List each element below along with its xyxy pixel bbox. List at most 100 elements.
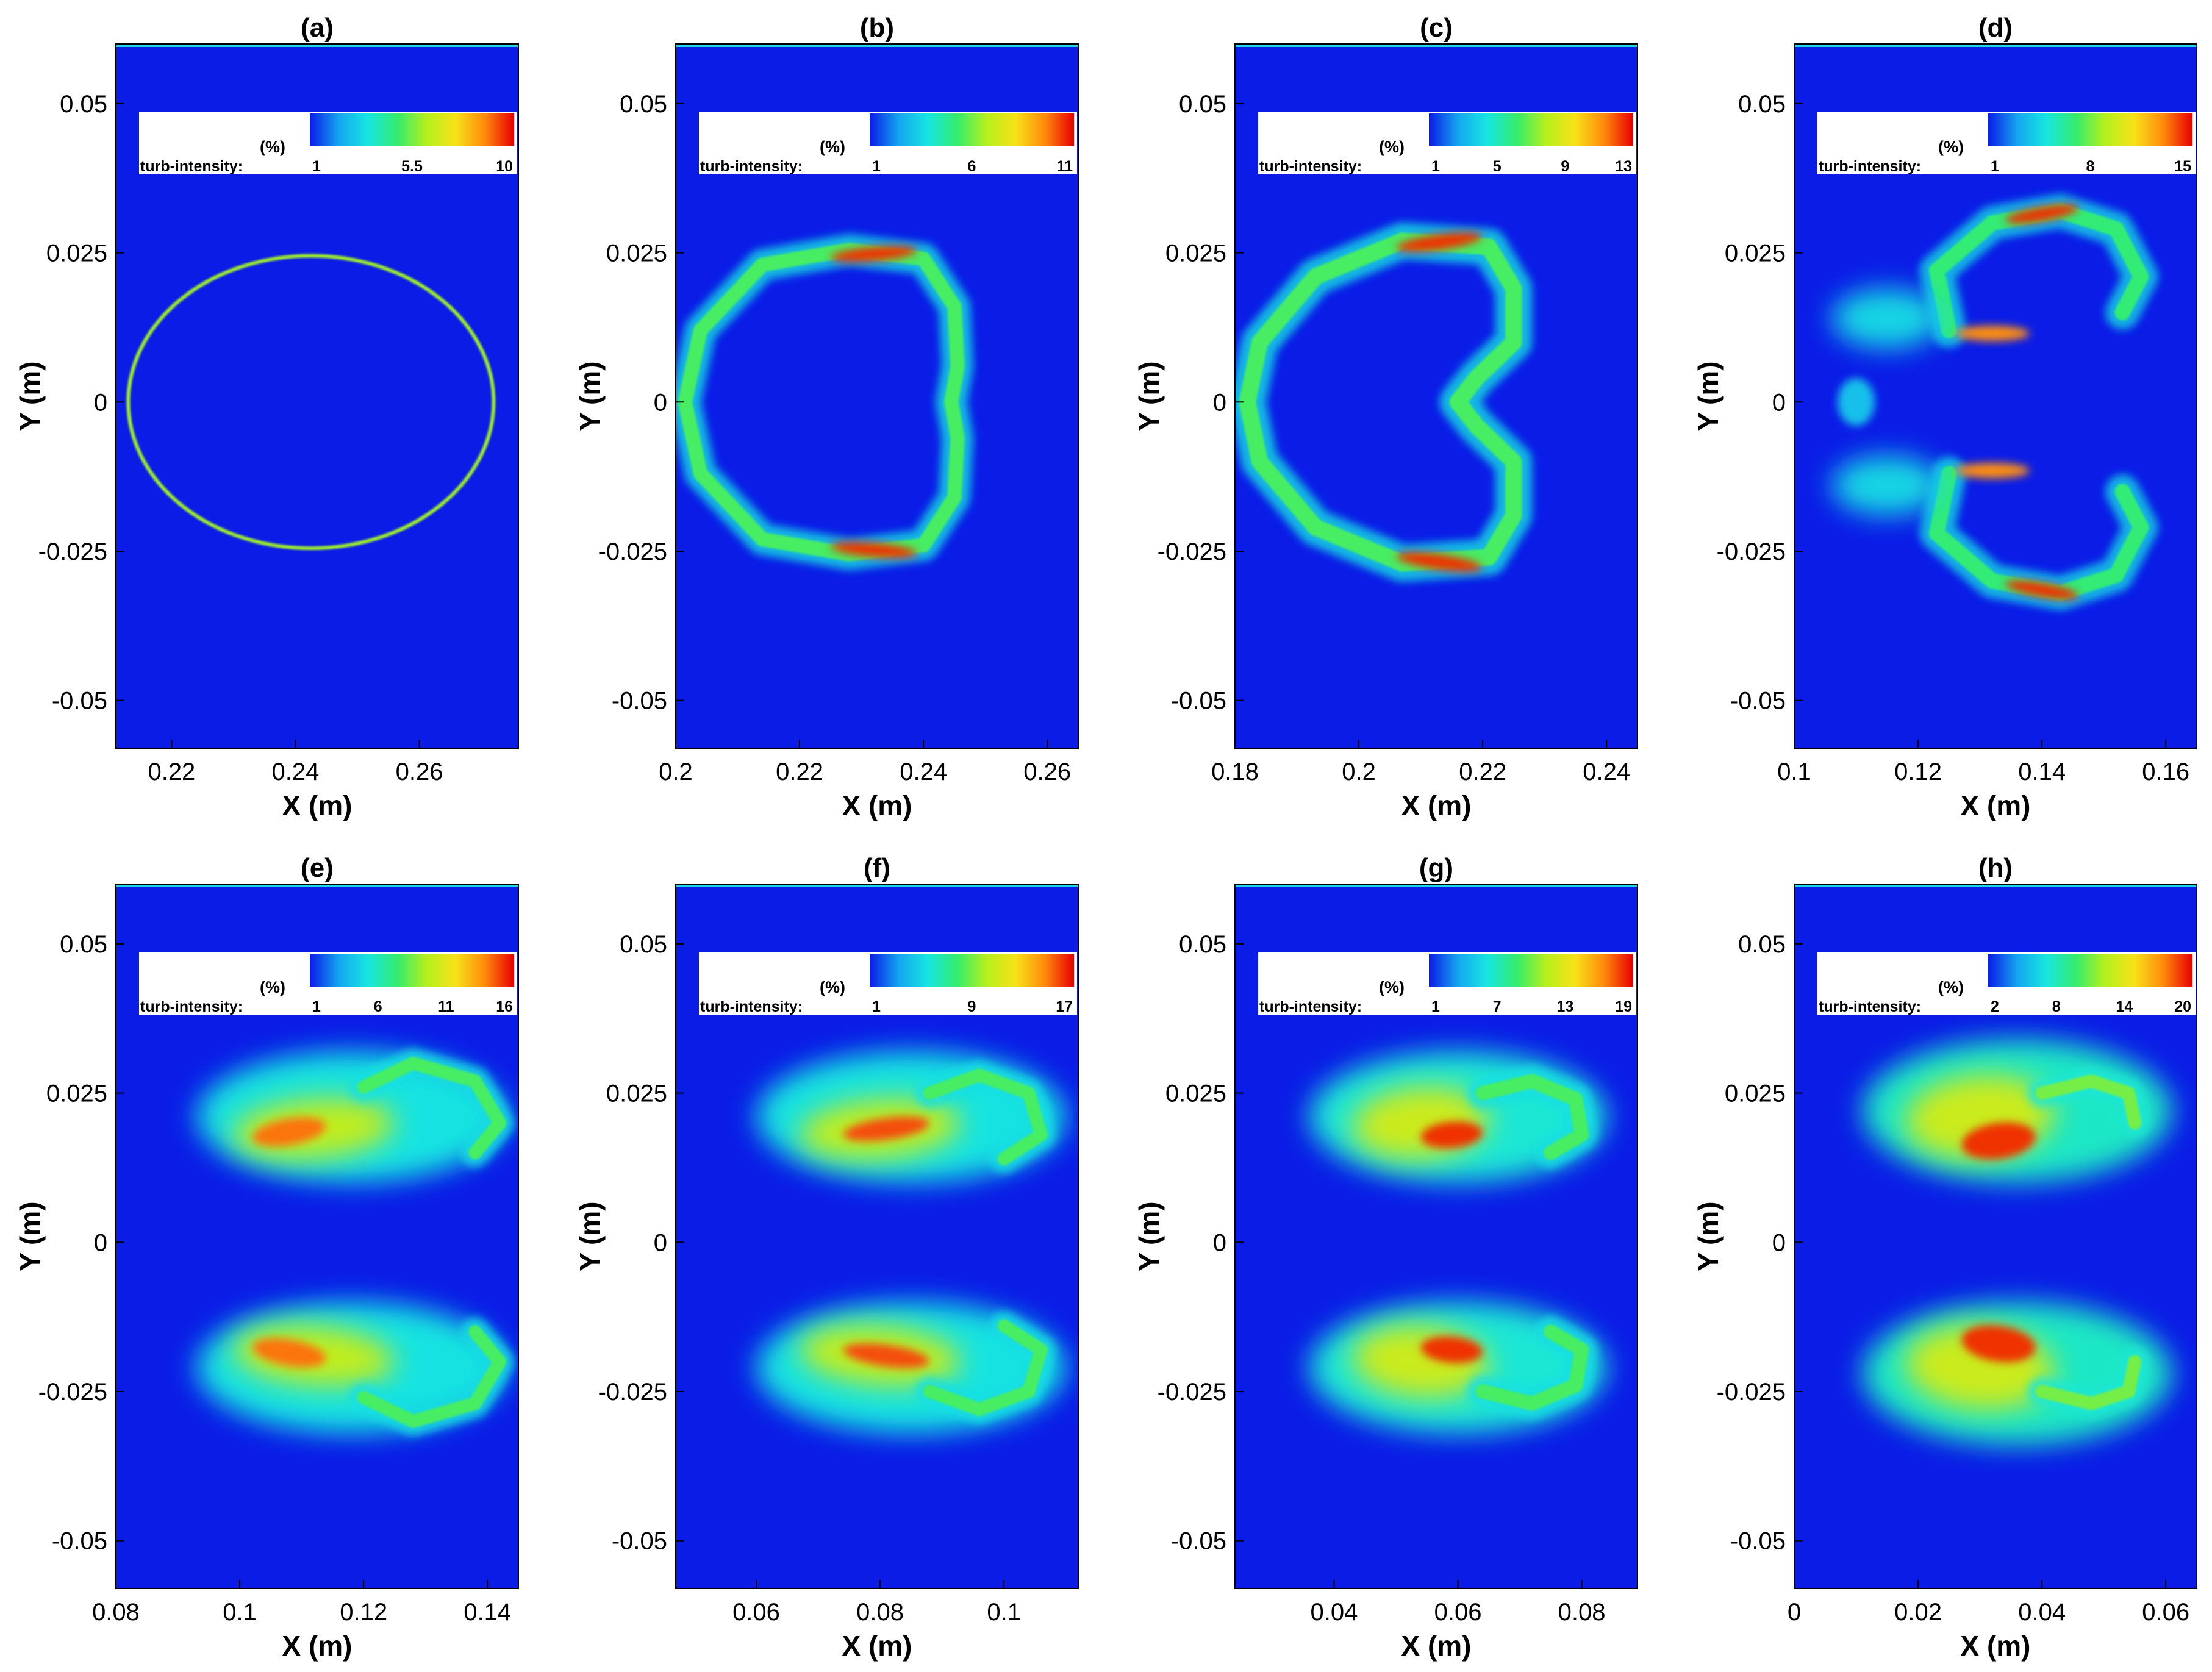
- y-tick-label: 0: [1213, 389, 1226, 416]
- x-axis-label: X (m): [1961, 1630, 2031, 1662]
- y-tick-label: -0.05: [612, 688, 667, 715]
- x-tick-label: 0.18: [1211, 759, 1259, 785]
- y-tick-label: -0.05: [52, 1528, 107, 1555]
- axes-frame: [115, 43, 519, 749]
- colorbar-tick-label: 13: [1556, 998, 1573, 1015]
- colorbar-tick-label: 1: [312, 998, 321, 1015]
- x-tick-label: 0.24: [272, 759, 320, 785]
- colorbar-tick-label: 1: [1431, 998, 1440, 1015]
- colorbar-tick-label: 17: [1056, 998, 1073, 1015]
- x-tick-label: 0.1: [223, 1599, 257, 1626]
- y-tick-label: 0.025: [606, 240, 667, 267]
- x-tick-label: 0.12: [340, 1599, 387, 1626]
- y-axis-label: Y (m): [14, 361, 46, 431]
- feature-blob: [252, 1117, 326, 1146]
- x-tick-label: 0.08: [1558, 1599, 1606, 1626]
- x-tick-label: 0.22: [776, 759, 823, 785]
- colorbar-gradient: [870, 113, 1074, 146]
- feature-ring: [126, 254, 496, 551]
- y-tick-label: 0: [1772, 389, 1786, 416]
- y-axis-label: Y (m): [1133, 1201, 1165, 1271]
- colorbar-tick-label: 6: [968, 158, 976, 175]
- x-tick-label: 0.08: [92, 1599, 140, 1626]
- y-tick-label: -0.025: [1158, 1379, 1226, 1406]
- colorbar-variable: turb-intensity:: [1819, 158, 1921, 175]
- x-axis-label: X (m): [1401, 1630, 1472, 1662]
- domain-boundary: [116, 884, 518, 887]
- feature-blob: [2005, 580, 2079, 600]
- colorbar-unit: (%): [1379, 138, 1405, 156]
- colorbar-variable: turb-intensity:: [700, 998, 803, 1015]
- y-tick-label: 0: [654, 389, 667, 416]
- y-tick-label: -0.025: [598, 1379, 667, 1406]
- colorbar-tick-label: 8: [2052, 998, 2061, 1015]
- y-tick-label: 0.025: [606, 1081, 667, 1107]
- domain-boundary: [1794, 884, 2197, 887]
- y-axis-label: Y (m): [1133, 361, 1165, 431]
- colorbar-tick-label: 2: [1991, 998, 1999, 1015]
- axes-frame: [675, 884, 1079, 1589]
- colorbar-unit: (%): [260, 138, 285, 156]
- x-axis-label: X (m): [842, 1630, 912, 1662]
- feature-band: [923, 1319, 1048, 1417]
- colorbar-variable: turb-intensity:: [1259, 158, 1362, 175]
- feature-blob: [1396, 552, 1483, 572]
- y-tick-label: 0.05: [1738, 931, 1786, 958]
- colorbar-unit: (%): [820, 978, 845, 996]
- y-tick-label: 0.05: [1738, 91, 1786, 118]
- x-tick-label: 0.1: [987, 1599, 1021, 1626]
- colorbar-legend: (%) turb-intensity: 1 5.5 10: [139, 112, 517, 175]
- feature-band: [923, 1068, 1048, 1166]
- colorbar-unit: (%): [1379, 978, 1405, 996]
- colorbar-tick-label: 1: [1431, 158, 1440, 175]
- x-tick-label: 0.14: [2018, 759, 2066, 785]
- x-tick-label: 0.26: [1023, 759, 1071, 785]
- colorbar-gradient: [870, 954, 1074, 987]
- colorbar-gradient: [310, 113, 514, 146]
- x-tick-label: 0.02: [1894, 1599, 1942, 1626]
- y-tick-label: 0.025: [1165, 240, 1226, 267]
- feature-band: [2035, 1355, 2142, 1410]
- y-tick-label: 0.05: [1179, 931, 1226, 958]
- feature-blob: [1831, 456, 1943, 516]
- domain-boundary: [116, 44, 518, 47]
- panel-title: (g): [1419, 853, 1453, 883]
- colorbar-tick-label: 1: [1991, 158, 1999, 175]
- colorbar-tick-label: 5.5: [401, 158, 423, 175]
- y-tick-label: -0.05: [1730, 1528, 1786, 1555]
- x-tick-label: 0.22: [1459, 759, 1506, 785]
- x-axis-label: X (m): [282, 1630, 353, 1662]
- colorbar-tick-label: 13: [1615, 158, 1632, 175]
- panel-title: (b): [860, 13, 894, 43]
- axes-frame: [1794, 884, 2197, 1589]
- colorbar-unit: (%): [820, 138, 845, 156]
- y-tick-label: 0: [94, 1229, 107, 1256]
- x-tick-label: 0.24: [1583, 759, 1630, 785]
- colorbar-variable: turb-intensity:: [1819, 998, 1921, 1015]
- panel-title: (a): [301, 13, 334, 43]
- feature-blob: [1961, 1122, 2036, 1160]
- colorbar-variable: turb-intensity:: [700, 158, 803, 175]
- x-tick-label: 0.04: [2018, 1599, 2066, 1626]
- colorbar-tick-label: 7: [1493, 998, 1502, 1015]
- y-tick-label: -0.025: [38, 1379, 107, 1406]
- y-tick-label: 0: [94, 389, 107, 416]
- y-tick-label: 0.025: [46, 1081, 107, 1107]
- y-axis-label: Y (m): [574, 361, 606, 431]
- y-tick-label: 0: [1213, 1229, 1226, 1256]
- feature-band: [1475, 1324, 1589, 1411]
- y-tick-label: 0.05: [620, 931, 667, 958]
- feature-blob: [1961, 1325, 2036, 1362]
- feature-blob: [831, 246, 917, 262]
- feature-blob: [831, 541, 917, 559]
- panel-title: (f): [864, 853, 890, 883]
- x-axis-label: X (m): [282, 790, 353, 821]
- feature-blob: [1396, 232, 1483, 252]
